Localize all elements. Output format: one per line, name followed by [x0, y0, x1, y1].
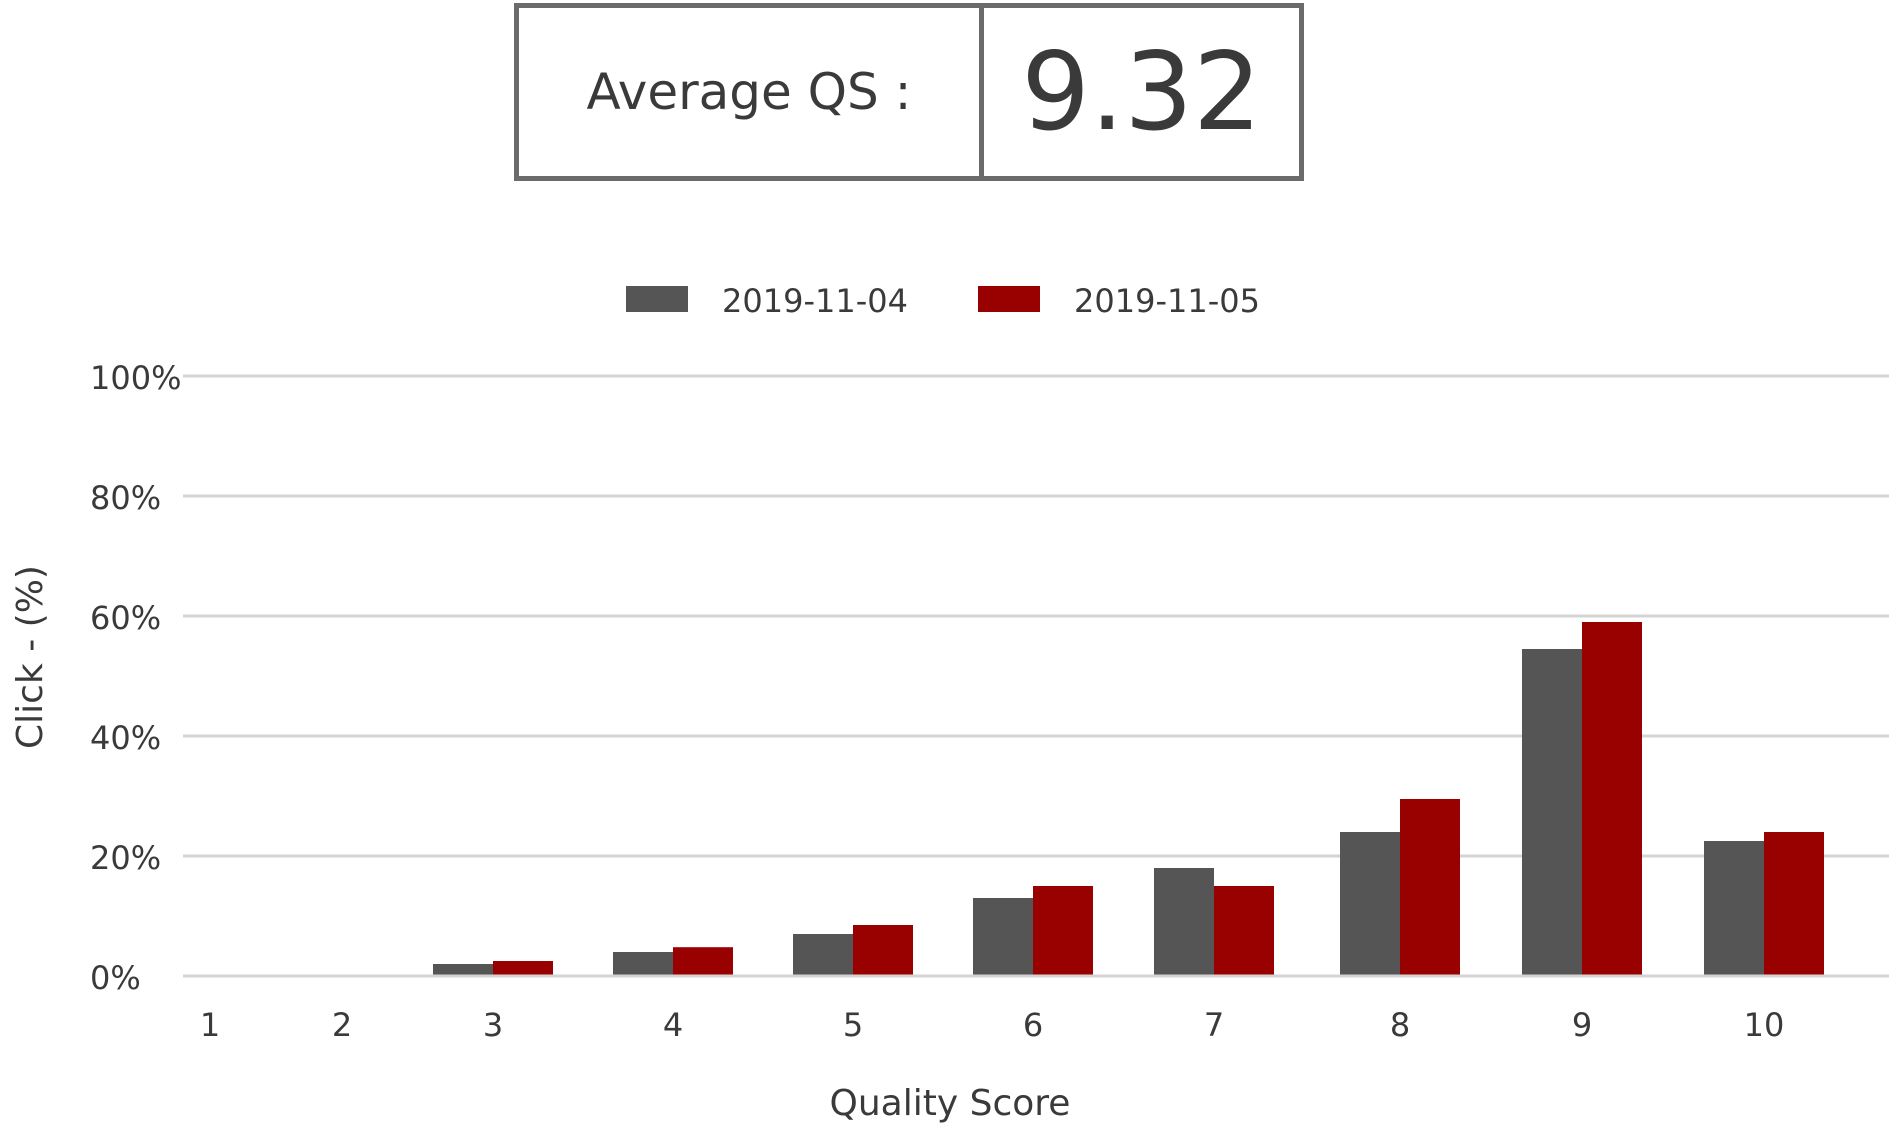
legend-label: 2019-11-05 [1074, 282, 1260, 320]
bar-2019-11-04-qs-4 [613, 952, 673, 976]
y-tick-label: 80% [90, 479, 161, 517]
bar-2019-11-05-qs-7 [1214, 886, 1274, 976]
bar-2019-11-04-qs-10 [1704, 841, 1764, 976]
bar-2019-11-05-qs-10 [1764, 832, 1824, 976]
bar-2019-11-04-qs-3 [433, 964, 493, 976]
x-axis-label: Quality Score [830, 1083, 1071, 1124]
bar-2019-11-04-qs-9 [1522, 649, 1582, 976]
y-tick-label: 100% [90, 359, 181, 397]
x-tick-label: 1 [200, 1006, 220, 1044]
bar-2019-11-05-qs-4 [673, 947, 733, 976]
x-tick-label: 8 [1390, 1006, 1410, 1044]
average-qs-card: Average QS : 9.32 [514, 3, 1304, 181]
bar-2019-11-05-qs-6 [1033, 886, 1093, 976]
x-tick-label: 6 [1023, 1006, 1043, 1044]
average-qs-label: Average QS : [519, 8, 984, 176]
bar-2019-11-04-qs-5 [793, 934, 853, 976]
bar-2019-11-04-qs-7 [1154, 868, 1214, 976]
bars [183, 622, 1889, 978]
legend-swatch [626, 286, 688, 312]
y-tick-label: 40% [90, 719, 161, 757]
x-tick-label: 3 [483, 1006, 503, 1044]
bar-2019-11-05-qs-8 [1400, 799, 1460, 976]
bar-2019-11-05-qs-3 [493, 961, 553, 976]
x-axis-ticks: 1 2 3 4 5 6 7 8 9 10 [200, 1006, 1785, 1044]
bar-2019-11-04-qs-6 [973, 898, 1033, 976]
bar-2019-11-05-qs-9 [1582, 622, 1642, 976]
average-qs-value: 9.32 [1021, 29, 1262, 155]
legend-label: 2019-11-04 [722, 282, 908, 320]
y-tick-label: 60% [90, 599, 161, 637]
x-tick-label: 7 [1204, 1006, 1224, 1044]
y-tick-label: 20% [90, 839, 161, 877]
y-tick-label: 0% [90, 959, 141, 997]
legend-swatch [978, 286, 1040, 312]
y-axis-ticks: 0% 20% 40% 60% 80% 100% [90, 359, 181, 997]
x-tick-label: 2 [332, 1006, 352, 1044]
bar-2019-11-05-qs-5 [853, 925, 913, 976]
x-tick-label: 9 [1572, 1006, 1592, 1044]
x-tick-label: 4 [663, 1006, 683, 1044]
y-axis-label: Click - (%) [10, 565, 51, 749]
legend: 2019-11-04 2019-11-05 [626, 282, 1260, 320]
x-tick-label: 10 [1744, 1006, 1785, 1044]
x-tick-label: 5 [843, 1006, 863, 1044]
bar-2019-11-04-qs-8 [1340, 832, 1400, 976]
